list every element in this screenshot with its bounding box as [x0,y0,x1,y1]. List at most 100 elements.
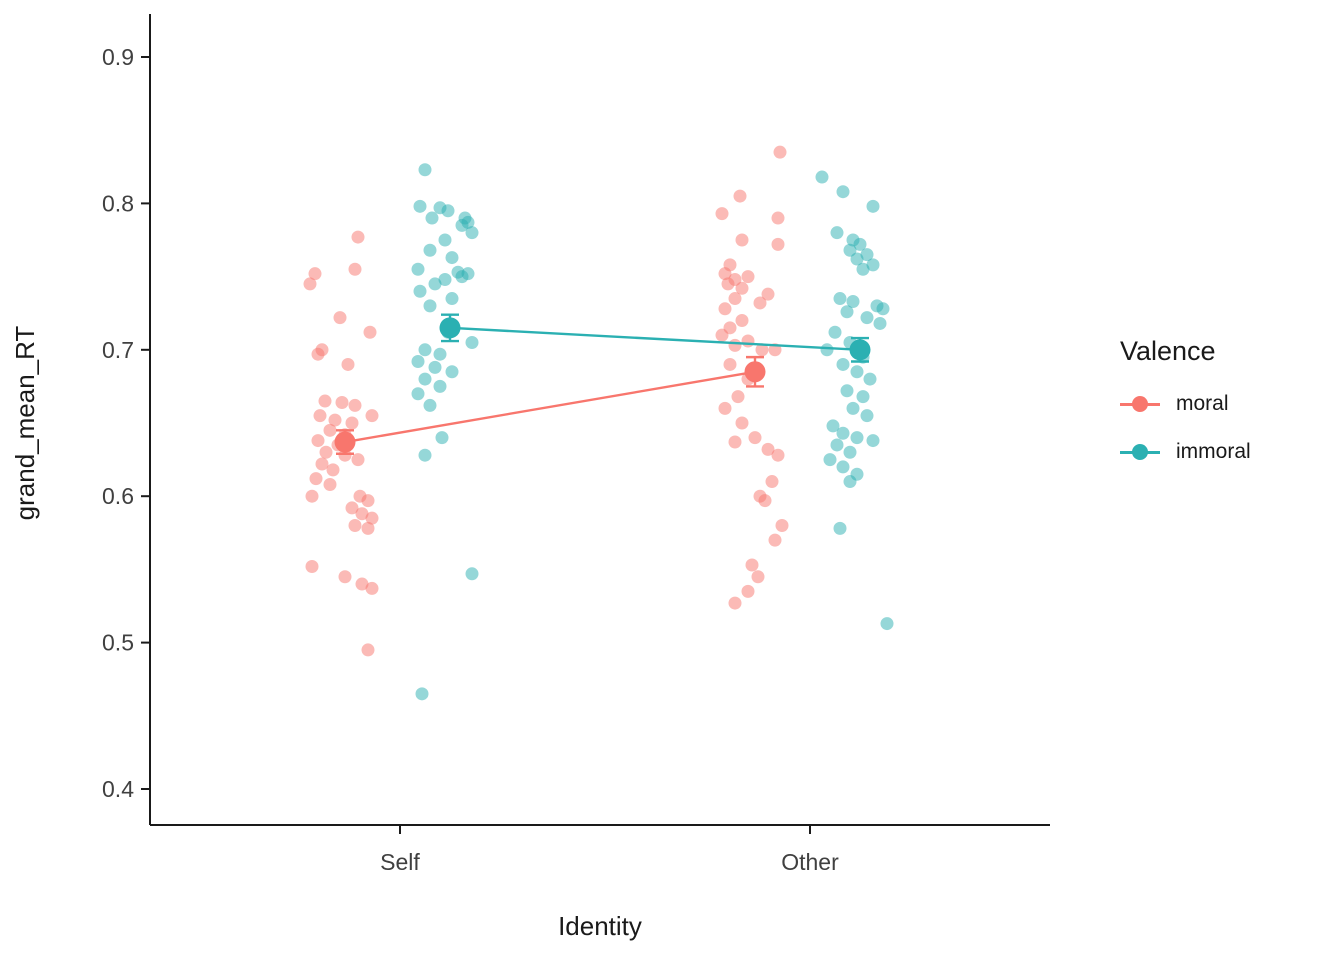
jitter-point [846,294,860,308]
jitter-point [880,617,894,631]
jitter-point [856,390,870,404]
jitter-point [765,475,779,489]
jitter-point [718,401,732,415]
jitter-point [761,287,775,301]
jitter-point [728,435,742,449]
jitter-point [876,302,890,316]
jitter-point [348,518,362,532]
jitter-point [455,218,469,232]
jitter-point [833,521,847,535]
jitter-point [438,233,452,247]
jitter-point [355,507,369,521]
jitter-point [315,457,329,471]
jitter-point [843,445,857,459]
jitter-point [718,267,732,281]
jitter-point [741,334,755,348]
jitter-point [323,477,337,491]
jitter-point [435,431,449,445]
jitter-point [830,438,844,452]
jitter-point [305,489,319,503]
jitter-point [850,365,864,379]
jitter-point [411,355,425,369]
jitter-point [341,357,355,371]
jitter-point [351,230,365,244]
jitter-point [735,416,749,430]
jitter-point [718,302,732,316]
jitter-point [345,501,359,515]
legend-item-moral: moral [1120,387,1251,421]
legend-key-immoral-icon [1120,442,1160,462]
jitter-point [731,390,745,404]
jitter-point [866,434,880,448]
jitter-point [873,316,887,330]
jitter-point [411,262,425,276]
mean-point-moral [334,431,356,453]
jitter-point [413,199,427,213]
jitter-point [826,419,840,433]
jitter-point [836,185,850,199]
x-tick-label: Other [781,849,839,875]
jitter-point [850,431,864,445]
mean-point-immoral [439,317,461,339]
jitter-point [326,463,340,477]
jitter-point [843,243,857,257]
jitter-point [365,581,379,595]
jitter-point [428,360,442,374]
jitter-point [319,445,333,459]
jitter-point [735,314,749,328]
jitter-point [465,567,479,581]
y-tick-label: 0.8 [102,190,134,216]
jitter-point [445,292,459,306]
mean-point-moral [744,361,766,383]
jitter-point [333,311,347,325]
y-tick-label: 0.6 [102,483,134,509]
jitter-point [735,233,749,247]
jitter-point [866,258,880,272]
jitter-point [840,384,854,398]
jitter-point [836,357,850,371]
jitter-point [866,199,880,213]
jitter-point [728,292,742,306]
legend-key-dot [1132,396,1148,412]
jitter-point [728,338,742,352]
jitter-point [751,570,765,584]
jitter-point [433,347,447,361]
jitter-point [445,251,459,265]
jitter-point [423,243,437,257]
jitter-point [308,267,322,281]
jitter-point [820,343,834,357]
legend-key-dot [1132,444,1148,460]
jitter-point [455,270,469,284]
y-tick-label: 0.9 [102,44,134,70]
jitter-point [418,372,432,386]
jitter-point [465,335,479,349]
legend-title: Valence [1120,336,1216,366]
jitter-point [313,409,327,423]
jitter-point [723,357,737,371]
jitter-point [815,170,829,184]
jitter-point [846,401,860,415]
jitter-point [771,211,785,225]
jitter-point [733,189,747,203]
jitter-point [863,372,877,386]
jitter-point [355,577,369,591]
legend-item-immoral: immoral [1120,435,1251,469]
jitter-point [748,431,762,445]
y-tick-label: 0.7 [102,337,134,363]
legend-item-label-immoral: immoral [1176,440,1251,463]
jitter-point [715,328,729,342]
jitter-point [413,284,427,298]
jitter-point [361,494,375,508]
jitter-point [303,277,317,291]
jitter-point [755,343,769,357]
x-tick-label: Self [380,849,420,875]
jitter-point [365,409,379,423]
jitter-point [768,533,782,547]
jitter-point [311,434,325,448]
legend: Valence moral immoral [1120,336,1251,483]
y-axis-title: grand_mean_RT [10,326,40,521]
jitter-point [771,448,785,462]
mean-point-immoral [849,339,871,361]
